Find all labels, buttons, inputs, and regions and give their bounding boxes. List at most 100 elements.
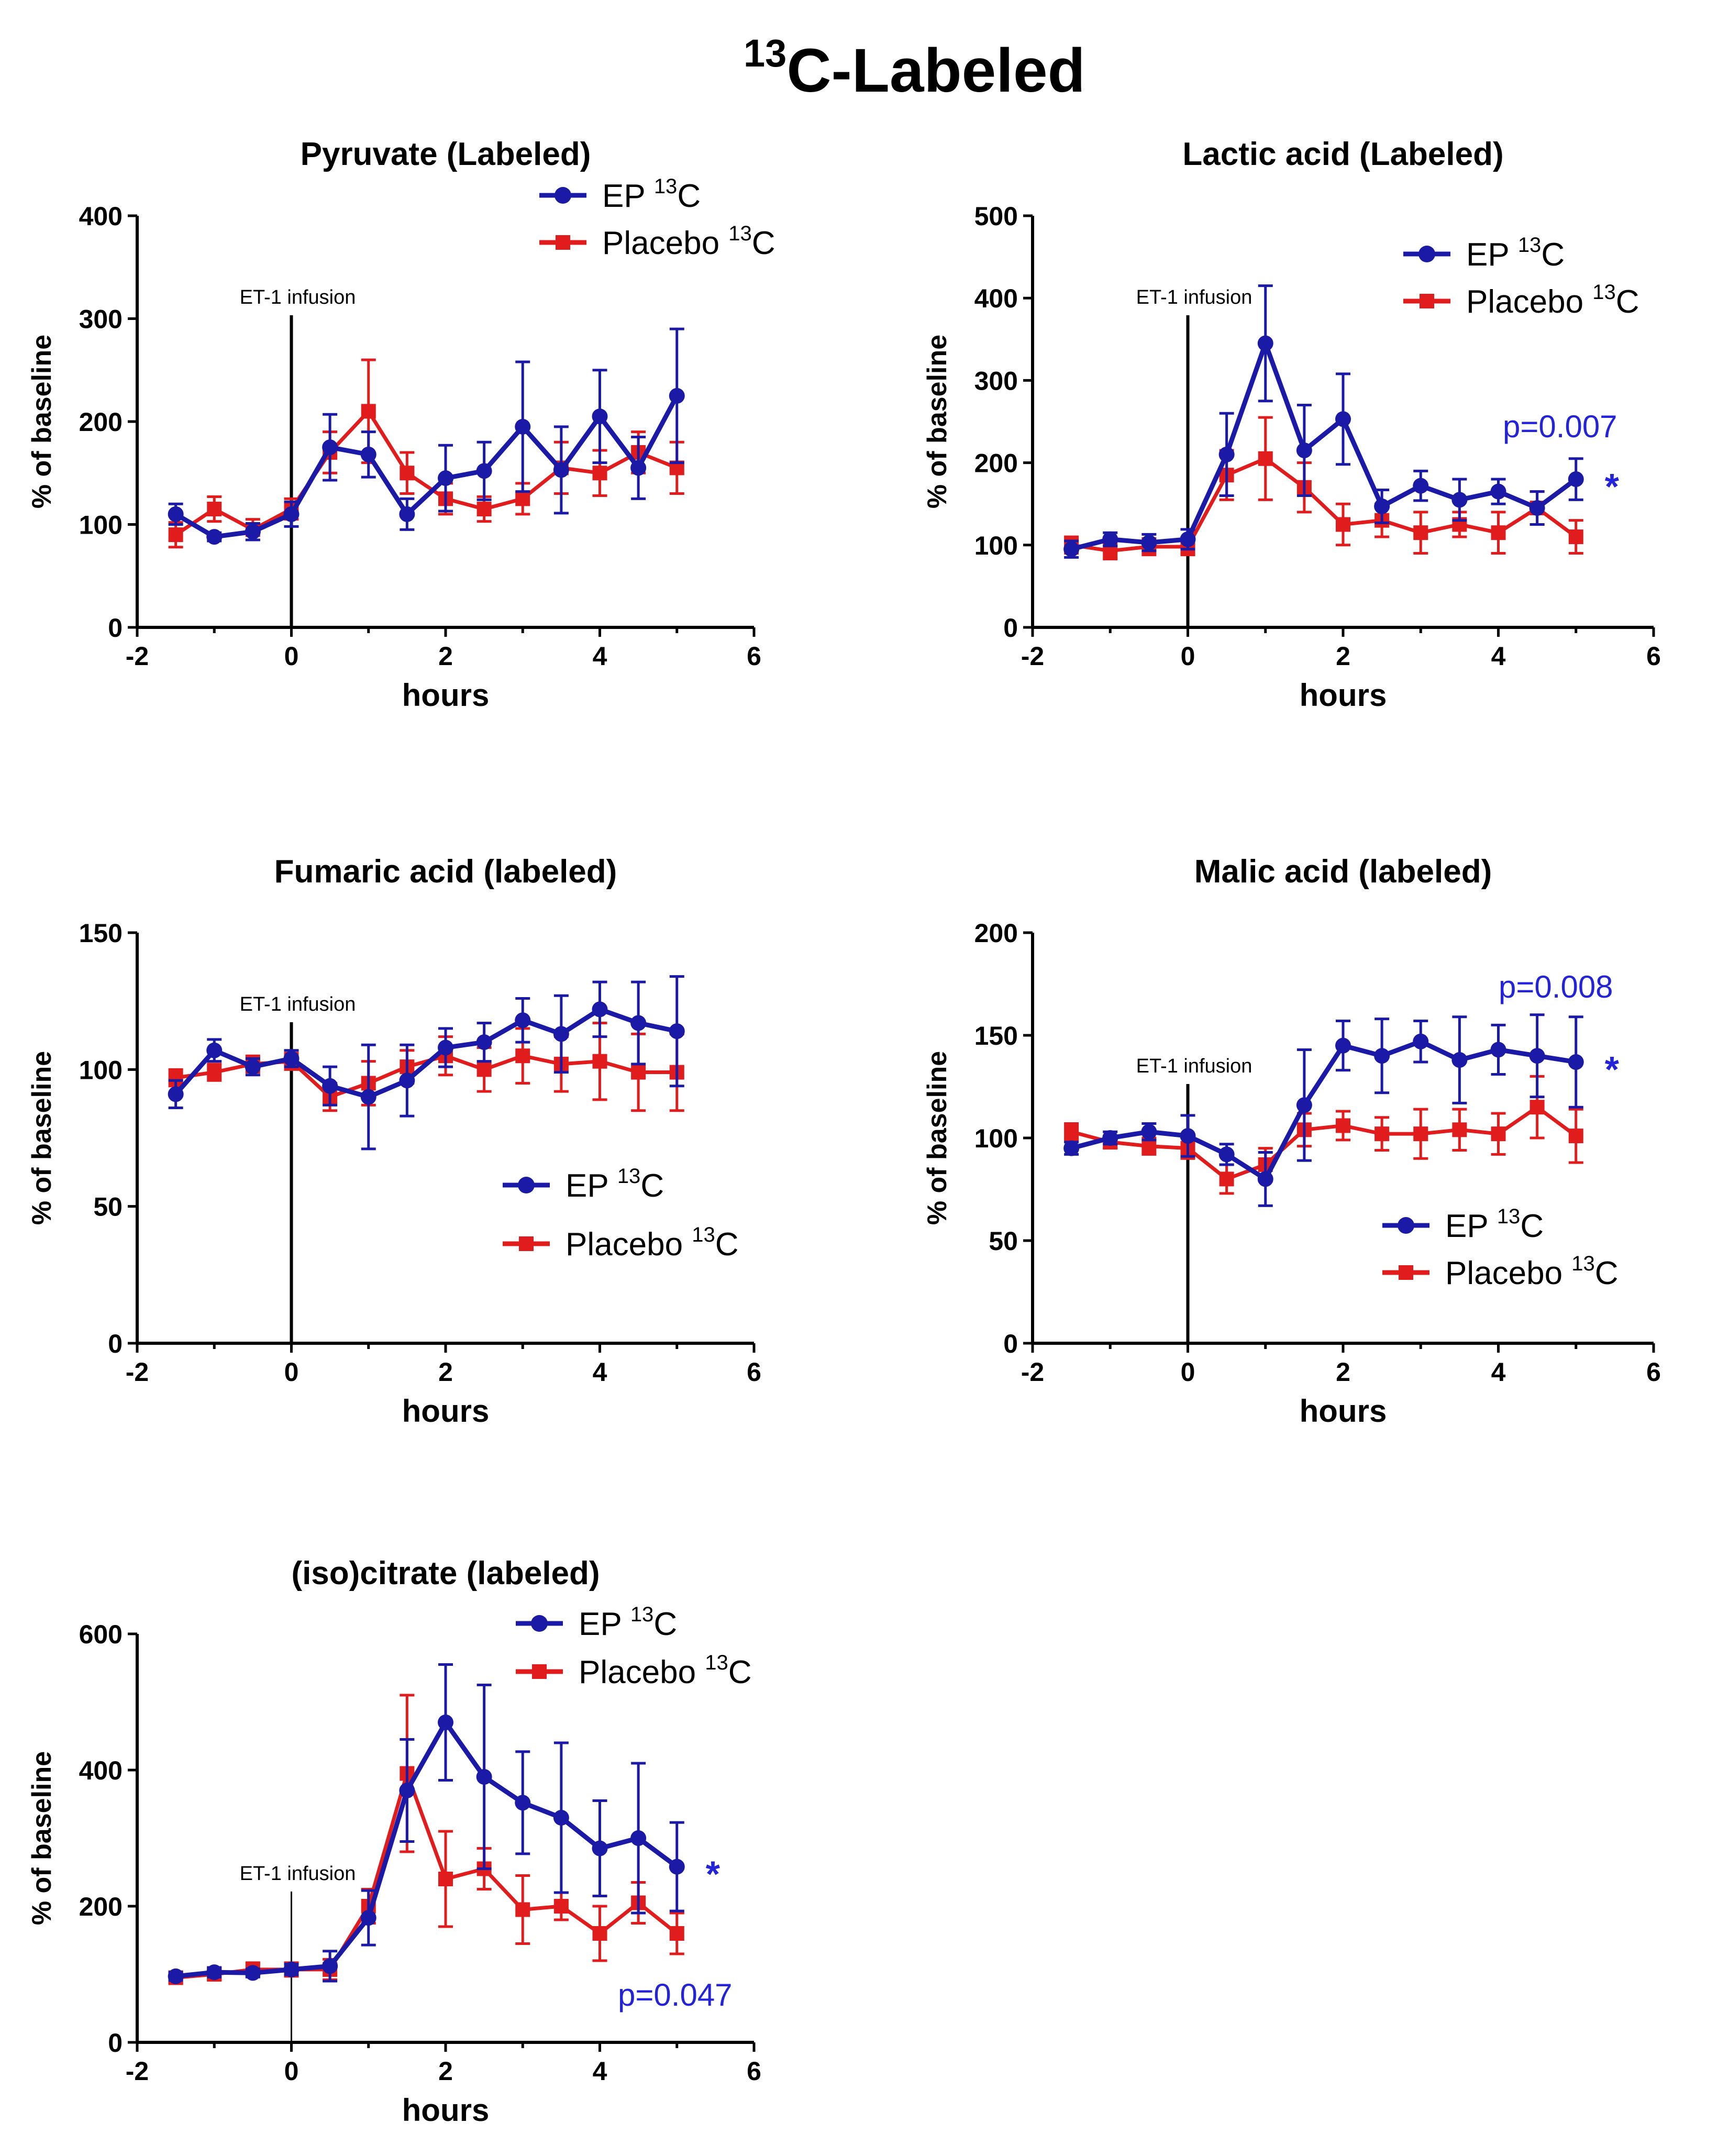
legend: EP 13C Placebo 13C xyxy=(516,1603,752,1690)
data-point-placebo xyxy=(207,502,222,517)
data-point-ep xyxy=(1568,471,1584,488)
data-point-placebo xyxy=(1529,1100,1545,1115)
data-point-ep xyxy=(283,1051,300,1067)
data-point-ep xyxy=(168,1086,184,1102)
y-tick-label: 400 xyxy=(79,1756,123,1785)
data-point-ep xyxy=(360,446,376,462)
data-point-ep xyxy=(669,388,685,404)
legend-label-placebo: Placebo 13C xyxy=(1466,281,1639,320)
data-point-placebo xyxy=(515,491,530,506)
legend-marker-ep xyxy=(518,1177,535,1193)
x-axis-label: hours xyxy=(402,2093,490,2128)
chart-title: Pyruvate (Labeled) xyxy=(301,136,591,172)
data-point-placebo xyxy=(207,1065,222,1080)
chart-title: Fumaric acid (labeled) xyxy=(274,854,617,890)
series-ep xyxy=(168,1663,685,1984)
figure-title-main: C-Labeled xyxy=(786,36,1085,105)
data-point-placebo xyxy=(1413,1126,1428,1142)
data-point-ep xyxy=(1529,1048,1545,1064)
legend-label-ep: EP 13C xyxy=(1466,234,1565,273)
significance-annotation: * p=0.008 xyxy=(1499,969,1620,1090)
legend-label-ep: EP 13C xyxy=(566,1165,664,1204)
legend-marker-placebo xyxy=(1420,294,1434,308)
data-point-placebo xyxy=(1336,1118,1350,1133)
y-tick-label: 50 xyxy=(989,1226,1018,1256)
x-tick-label: 4 xyxy=(1491,1357,1506,1387)
data-point-placebo xyxy=(1568,529,1583,545)
data-point-ep xyxy=(1335,411,1351,427)
data-point-ep xyxy=(515,1795,531,1811)
legend-marker-placebo xyxy=(556,235,570,250)
x-tick-label: 2 xyxy=(1336,642,1350,671)
data-point-placebo xyxy=(1375,1126,1390,1142)
legend-label-placebo: Placebo 13C xyxy=(579,1651,752,1690)
x-tick-label: 0 xyxy=(284,2057,299,2086)
data-point-placebo xyxy=(1491,525,1506,540)
y-axis-label: % of baseline xyxy=(27,1051,57,1225)
y-tick-label: 600 xyxy=(79,1620,123,1649)
infusion-label: ET-1 infusion xyxy=(240,286,356,308)
data-point-ep xyxy=(1413,478,1429,494)
data-point-ep xyxy=(1568,1054,1584,1070)
legend-marker-ep xyxy=(555,187,571,204)
significance-annotation: * p=0.047 xyxy=(618,1854,733,2013)
data-point-ep xyxy=(1451,492,1468,508)
data-point-ep xyxy=(1218,446,1235,462)
data-point-ep xyxy=(1451,1052,1468,1068)
y-tick-label: 500 xyxy=(974,202,1018,231)
x-tick-label: -2 xyxy=(1021,1357,1044,1387)
data-point-ep xyxy=(1413,1033,1429,1049)
data-point-placebo xyxy=(1219,1171,1234,1187)
data-point-ep xyxy=(1180,531,1196,547)
x-axis-label: hours xyxy=(402,678,490,713)
data-point-placebo xyxy=(476,1062,492,1077)
data-point-ep xyxy=(399,1783,415,1798)
x-tick-label: 2 xyxy=(438,2057,453,2086)
data-point-placebo xyxy=(669,1926,684,1941)
data-point-ep xyxy=(1529,500,1545,516)
legend-marker-ep xyxy=(531,1615,548,1632)
data-point-ep xyxy=(1335,1037,1351,1054)
data-point-ep xyxy=(630,460,647,476)
y-tick-label: 100 xyxy=(974,1124,1018,1153)
legend-label-ep: EP 13C xyxy=(1445,1205,1544,1244)
x-tick-label: 0 xyxy=(284,642,299,671)
data-point-ep xyxy=(1102,1130,1118,1146)
data-point-ep xyxy=(1141,1124,1157,1140)
data-point-ep xyxy=(1218,1146,1235,1163)
figure-title: 13C-Labeled xyxy=(744,31,1085,105)
data-point-ep xyxy=(1257,1171,1273,1187)
data-point-ep xyxy=(322,1078,338,1094)
data-point-ep xyxy=(168,506,184,522)
x-tick-label: 0 xyxy=(1181,642,1195,671)
p-value-label: p=0.047 xyxy=(618,1977,733,2013)
significance-star: * xyxy=(1605,466,1620,507)
data-point-ep xyxy=(1180,1128,1196,1144)
data-point-ep xyxy=(1374,1048,1390,1064)
y-tick-label: 0 xyxy=(1003,613,1018,643)
data-point-ep xyxy=(1374,498,1390,514)
series-placebo xyxy=(168,1694,684,1985)
data-point-ep xyxy=(553,1026,569,1042)
y-tick-label: 0 xyxy=(108,613,123,643)
data-point-ep xyxy=(476,1034,492,1051)
data-point-placebo xyxy=(1568,1129,1583,1144)
x-tick-label: 2 xyxy=(438,1357,453,1387)
x-tick-label: 2 xyxy=(1336,1357,1350,1387)
data-point-placebo xyxy=(1064,1124,1079,1140)
legend-label-placebo: Placebo 13C xyxy=(602,222,775,261)
data-point-ep xyxy=(245,1059,261,1075)
x-axis-label: hours xyxy=(1300,678,1387,713)
data-point-placebo xyxy=(515,1902,530,1917)
y-axis-label: % of baseline xyxy=(27,1751,57,1925)
x-tick-label: 6 xyxy=(747,2057,761,2086)
data-point-ep xyxy=(322,1958,338,1974)
y-tick-label: 300 xyxy=(79,305,123,334)
data-point-ep xyxy=(206,1964,223,1981)
significance-annotation: * p=0.007 xyxy=(1503,409,1620,507)
p-value-label: p=0.008 xyxy=(1499,969,1613,1004)
y-tick-label: 100 xyxy=(79,511,123,540)
figure-title-sup: 13 xyxy=(744,31,786,75)
